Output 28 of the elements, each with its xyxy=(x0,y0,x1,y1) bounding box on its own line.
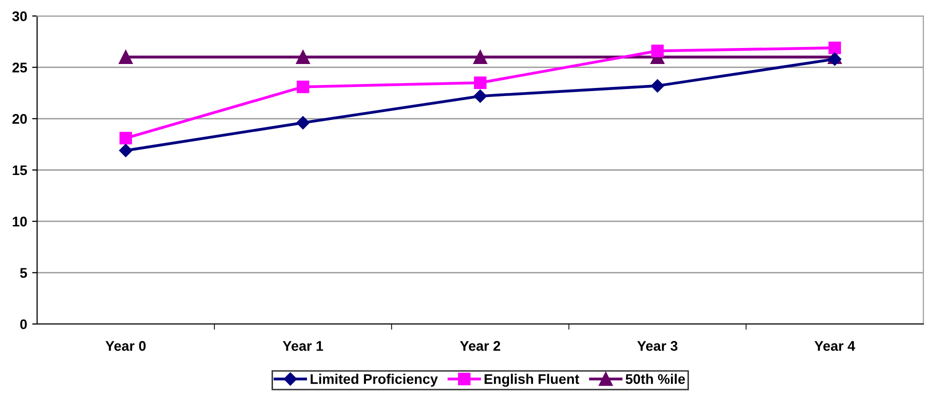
x-tick-label: Year 0 xyxy=(106,341,146,351)
point xyxy=(651,44,664,58)
point xyxy=(828,52,842,66)
point xyxy=(296,50,310,64)
y-tick-label: 10 xyxy=(12,216,27,227)
point xyxy=(474,89,487,103)
point xyxy=(118,50,133,64)
y-tick-label: 0 xyxy=(20,319,27,330)
y-tick-label: 25 xyxy=(12,62,28,73)
x-tick-label: Year 3 xyxy=(637,341,678,351)
legend-label: Limited Proficiency xyxy=(310,374,438,387)
point xyxy=(119,132,132,144)
point xyxy=(296,80,310,94)
legend-label: English Fluent xyxy=(484,374,580,387)
y-tick-label: 5 xyxy=(20,268,28,278)
y-tick-label: 30 xyxy=(12,11,27,22)
x-tick-label: Year 4 xyxy=(814,341,856,351)
legend-label: 50th %ile xyxy=(626,374,685,384)
point xyxy=(296,116,310,130)
point xyxy=(119,144,132,158)
point xyxy=(828,42,841,54)
y-tick-label: 15 xyxy=(12,165,28,176)
x-tick-label: Year 1 xyxy=(282,341,324,351)
y-tick-label: 20 xyxy=(12,114,27,124)
point xyxy=(474,76,486,89)
x-tick-label: Year 2 xyxy=(460,341,500,351)
point xyxy=(473,50,488,64)
point xyxy=(650,79,664,92)
